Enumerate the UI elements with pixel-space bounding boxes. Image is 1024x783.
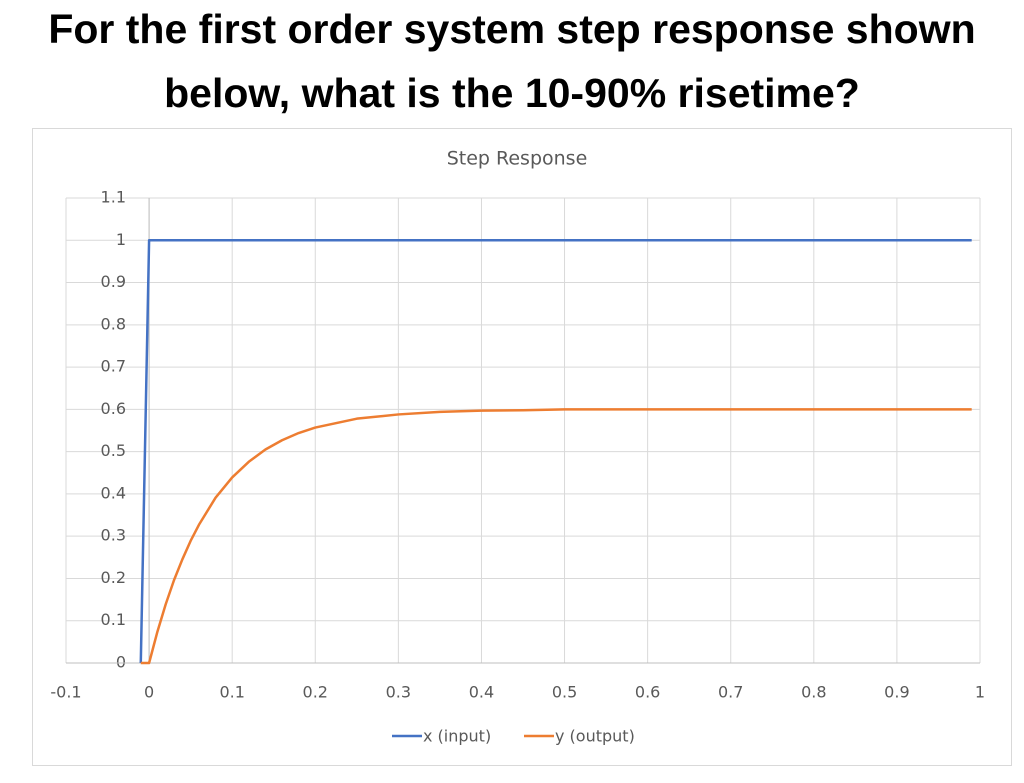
x-tick-label: 0.9 xyxy=(884,683,909,702)
y-tick-label: 1.1 xyxy=(101,188,126,207)
y-tick-label: 0.8 xyxy=(101,314,126,333)
x-tick-label: 0.6 xyxy=(635,683,660,702)
x-tick-label: 0.8 xyxy=(801,683,826,702)
x-tick-label: 0.2 xyxy=(303,683,328,702)
x-tick-label: 0.7 xyxy=(718,683,743,702)
x-tick-label: -0.1 xyxy=(50,683,81,702)
y-tick-label: 0.7 xyxy=(101,357,126,376)
x-tick-label: 0 xyxy=(144,683,154,702)
x-tick-label: 0.1 xyxy=(219,683,244,702)
x-tick-label: 0.4 xyxy=(469,683,494,702)
chart-title: Step Response xyxy=(447,148,588,170)
y-tick-label: 0.3 xyxy=(101,526,126,545)
legend-label: y (output) xyxy=(555,727,635,746)
y-tick-label: 0.5 xyxy=(101,441,126,460)
y-tick-label: 0 xyxy=(116,653,126,672)
series-line xyxy=(140,408,972,665)
y-tick-label: 0.1 xyxy=(101,610,126,629)
chart-frame xyxy=(32,128,1012,766)
heading-line: For the first order system step response… xyxy=(48,6,975,52)
y-tick-label: 0.6 xyxy=(101,399,126,418)
x-tick-label: 0.5 xyxy=(552,683,577,702)
y-tick-label: 0.9 xyxy=(101,272,126,291)
y-tick-label: 1 xyxy=(116,230,126,249)
y-tick-label: 0.2 xyxy=(101,568,126,587)
x-tick-label: 0.3 xyxy=(386,683,411,702)
series-line xyxy=(139,239,972,664)
legend-label: x (input) xyxy=(423,727,491,746)
heading-line: below, what is the 10-90% risetime? xyxy=(164,70,860,116)
y-tick-label: 0.4 xyxy=(101,483,126,502)
x-tick-label: 1 xyxy=(975,683,985,702)
